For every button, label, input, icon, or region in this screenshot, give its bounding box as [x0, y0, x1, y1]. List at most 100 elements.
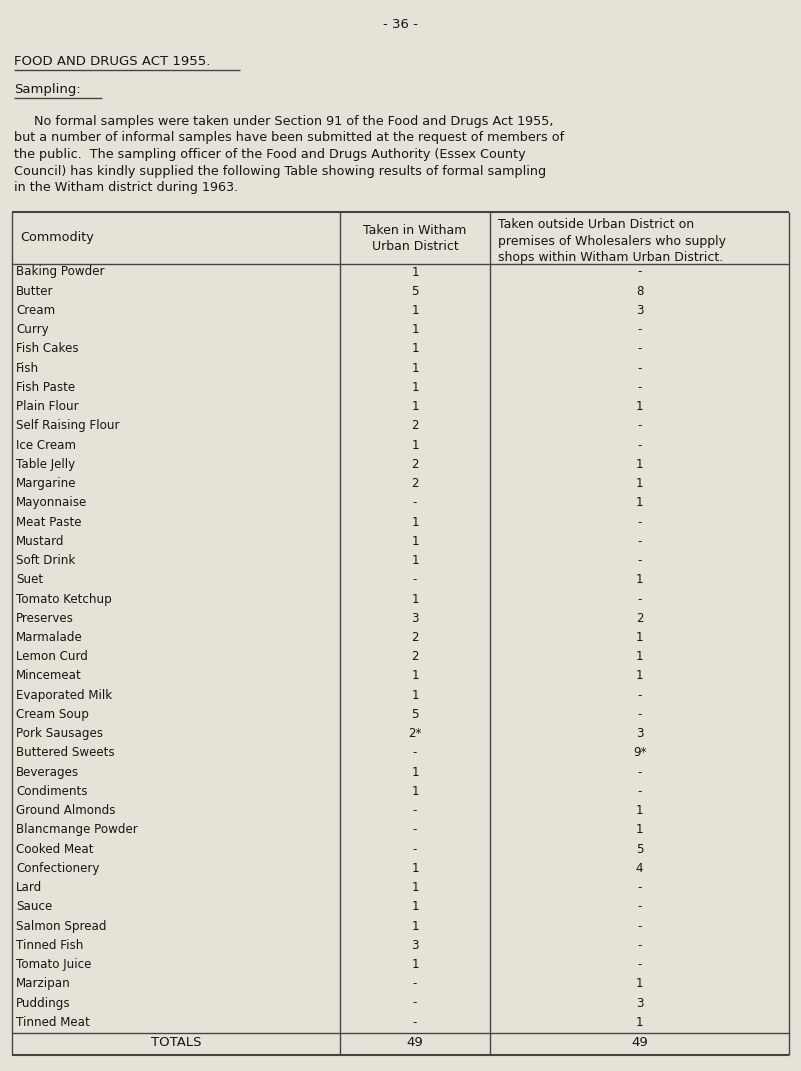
Text: Evaporated Milk: Evaporated Milk [16, 689, 112, 702]
Text: Plain Flour: Plain Flour [16, 401, 78, 413]
Text: Pork Sausages: Pork Sausages [16, 727, 103, 740]
Text: -: - [638, 554, 642, 567]
Text: Preserves: Preserves [16, 612, 74, 624]
Text: -: - [638, 534, 642, 548]
Text: 4: 4 [636, 862, 643, 875]
Text: Cream Soup: Cream Soup [16, 708, 89, 721]
Text: Marzipan: Marzipan [16, 977, 70, 991]
Text: -: - [413, 977, 417, 991]
Text: 1: 1 [636, 1015, 643, 1029]
Text: -: - [638, 689, 642, 702]
Text: 1: 1 [636, 401, 643, 413]
Text: Fish Paste: Fish Paste [16, 381, 75, 394]
Text: 3: 3 [636, 304, 643, 317]
Text: but a number of informal samples have been submitted at the request of members o: but a number of informal samples have be… [14, 132, 564, 145]
Text: 1: 1 [411, 266, 419, 278]
Text: Baking Powder: Baking Powder [16, 266, 104, 278]
Text: 49: 49 [631, 1036, 648, 1049]
Text: Council) has kindly supplied the following Table showing results of formal sampl: Council) has kindly supplied the followi… [14, 165, 546, 178]
Text: 1: 1 [411, 785, 419, 798]
Text: Marmalade: Marmalade [16, 631, 83, 644]
Text: -: - [638, 439, 642, 452]
Text: Lard: Lard [16, 881, 42, 894]
Text: TOTALS: TOTALS [151, 1036, 201, 1049]
Text: -: - [413, 824, 417, 836]
Text: Confectionery: Confectionery [16, 862, 99, 875]
Text: 1: 1 [411, 554, 419, 567]
Text: 1: 1 [411, 401, 419, 413]
Text: -: - [413, 573, 417, 586]
Text: -: - [638, 881, 642, 894]
Text: -: - [413, 843, 417, 856]
Text: 1: 1 [411, 766, 419, 779]
Text: -: - [638, 901, 642, 914]
Text: 1: 1 [411, 592, 419, 605]
Text: No formal samples were taken under Section 91 of the Food and Drugs Act 1955,: No formal samples were taken under Secti… [14, 115, 553, 129]
Text: 5: 5 [411, 285, 419, 298]
Text: 1: 1 [636, 573, 643, 586]
Text: Condiments: Condiments [16, 785, 87, 798]
Text: Ground Almonds: Ground Almonds [16, 804, 115, 817]
Text: 1: 1 [411, 901, 419, 914]
Text: Mustard: Mustard [16, 534, 65, 548]
Text: Sampling:: Sampling: [14, 82, 81, 96]
Text: Blancmange Powder: Blancmange Powder [16, 824, 138, 836]
Text: -: - [638, 766, 642, 779]
Text: -: - [638, 939, 642, 952]
Text: -: - [638, 592, 642, 605]
Text: Tinned Fish: Tinned Fish [16, 939, 83, 952]
Text: 2: 2 [636, 612, 643, 624]
Text: Buttered Sweets: Buttered Sweets [16, 746, 115, 759]
Text: Meat Paste: Meat Paste [16, 515, 82, 529]
Text: FOOD AND DRUGS ACT 1955.: FOOD AND DRUGS ACT 1955. [14, 55, 211, 67]
Text: -: - [413, 746, 417, 759]
Text: 3: 3 [411, 939, 419, 952]
Text: Tomato Ketchup: Tomato Ketchup [16, 592, 112, 605]
Text: 1: 1 [411, 439, 419, 452]
Text: Beverages: Beverages [16, 766, 79, 779]
Text: Fish Cakes: Fish Cakes [16, 343, 78, 356]
Text: 1: 1 [636, 824, 643, 836]
Text: Puddings: Puddings [16, 996, 70, 1010]
Text: -: - [413, 1015, 417, 1029]
Text: 1: 1 [636, 496, 643, 510]
Text: 1: 1 [411, 534, 419, 548]
Text: 1: 1 [636, 458, 643, 471]
Text: -: - [638, 920, 642, 933]
Text: -: - [638, 959, 642, 971]
Text: Cooked Meat: Cooked Meat [16, 843, 94, 856]
Text: Commodity: Commodity [20, 230, 94, 243]
Text: 1: 1 [411, 689, 419, 702]
Text: 1: 1 [636, 977, 643, 991]
Text: Margarine: Margarine [16, 477, 77, 491]
Text: 2*: 2* [409, 727, 422, 740]
Text: Taken outside Urban District on: Taken outside Urban District on [498, 218, 694, 231]
Text: Lemon Curd: Lemon Curd [16, 650, 88, 663]
Text: 1: 1 [411, 362, 419, 375]
Text: 1: 1 [636, 631, 643, 644]
Text: 1: 1 [411, 881, 419, 894]
Text: 8: 8 [636, 285, 643, 298]
Text: -: - [638, 515, 642, 529]
Text: in the Witham district during 1963.: in the Witham district during 1963. [14, 181, 238, 194]
Text: Fish: Fish [16, 362, 39, 375]
Text: Tinned Meat: Tinned Meat [16, 1015, 90, 1029]
Text: -: - [413, 996, 417, 1010]
Text: 1: 1 [636, 669, 643, 682]
Text: Mayonnaise: Mayonnaise [16, 496, 87, 510]
Text: 1: 1 [411, 862, 419, 875]
Text: -: - [638, 266, 642, 278]
Text: Cream: Cream [16, 304, 55, 317]
Text: 1: 1 [636, 650, 643, 663]
Text: -: - [638, 362, 642, 375]
Text: -: - [638, 708, 642, 721]
Text: -: - [413, 496, 417, 510]
Text: 2: 2 [411, 458, 419, 471]
Text: Self Raising Flour: Self Raising Flour [16, 420, 119, 433]
Text: 9*: 9* [633, 746, 646, 759]
Text: 3: 3 [411, 612, 419, 624]
Text: -: - [638, 785, 642, 798]
Text: premises of Wholesalers who supply: premises of Wholesalers who supply [498, 235, 726, 247]
Text: 3: 3 [636, 727, 643, 740]
Text: Mincemeat: Mincemeat [16, 669, 82, 682]
